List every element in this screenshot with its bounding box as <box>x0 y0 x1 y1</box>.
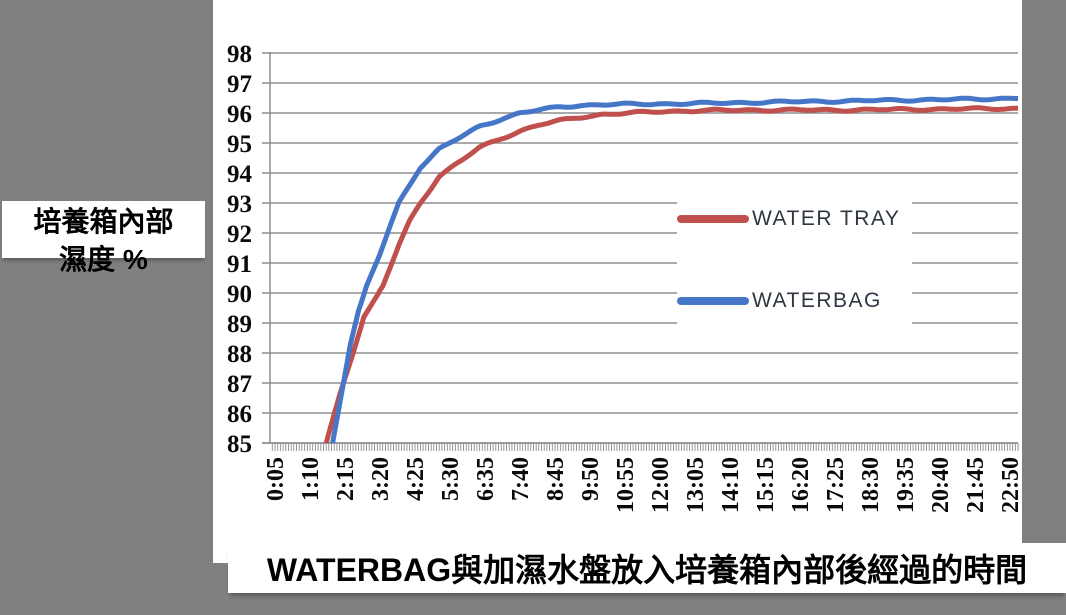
y-axis-label-box <box>2 201 205 258</box>
legend: WATER TRAY WATERBAG <box>677 178 912 336</box>
y-tick-label: 86 <box>227 401 252 428</box>
x-tick-label: 7:40 <box>508 457 534 501</box>
x-tick-label: 16:20 <box>788 457 814 513</box>
series-waterbag-line <box>330 95 1018 443</box>
y-axis-label: 培養箱內部 濕度 % <box>0 203 207 279</box>
legend-item-water-tray: WATER TRAY <box>677 206 912 232</box>
x-tick-label: 0:05 <box>263 457 289 501</box>
y-tick-label: 92 <box>227 221 252 248</box>
x-axis-title-box: WATERBAG與加濕水盤放入培養箱內部後經過的時間 <box>228 543 1066 593</box>
y-tick-label: 95 <box>227 131 252 158</box>
y-axis-label-line2: 濕度 % <box>59 244 148 275</box>
y-axis-label-line1: 培養箱內部 <box>33 206 174 237</box>
x-tick-label: 18:30 <box>858 457 884 513</box>
x-tick-label: 5:30 <box>438 457 464 501</box>
x-tick-label: 14:10 <box>718 457 744 513</box>
x-tick-label: 1:10 <box>298 457 324 501</box>
x-tick-label: 12:00 <box>648 457 674 513</box>
legend-label-water-tray: WATER TRAY <box>752 207 901 230</box>
x-tick-label: 4:25 <box>403 457 429 501</box>
y-tick-label: 90 <box>227 281 252 308</box>
x-tick-label: 22:50 <box>998 457 1024 513</box>
x-tick-label: 19:35 <box>893 457 919 513</box>
x-tick-label: 17:25 <box>823 457 849 513</box>
x-tick-label: 13:05 <box>683 457 709 513</box>
x-tick-label: 20:40 <box>928 457 954 513</box>
waterbag-line-sample <box>677 297 749 305</box>
y-tick-label: 98 <box>227 41 252 68</box>
y-tick-label: 96 <box>227 101 252 128</box>
y-tick-label: 88 <box>227 341 252 368</box>
x-axis-title: WATERBAG與加濕水盤放入培養箱內部後經過的時間 <box>266 552 1028 588</box>
x-tick-label: 15:15 <box>753 457 779 513</box>
y-tick-label: 91 <box>227 251 252 278</box>
x-tick-label: 8:45 <box>543 457 569 501</box>
y-tick-label: 89 <box>227 311 252 338</box>
x-tick-label: 2:15 <box>333 457 359 501</box>
y-tick-label: 97 <box>227 71 252 98</box>
x-tick-label: 21:45 <box>963 457 989 513</box>
x-tick-label: 6:35 <box>473 457 499 501</box>
legend-item-waterbag: WATERBAG <box>677 288 912 314</box>
series-water-tray-line <box>323 105 1018 443</box>
y-tick-label: 94 <box>227 161 253 188</box>
y-tick-label: 85 <box>227 431 252 458</box>
x-tick-label: 10:55 <box>613 457 639 513</box>
y-tick-label: 87 <box>227 371 252 398</box>
x-tick-label: 9:50 <box>578 457 604 501</box>
legend-label-waterbag: WATERBAG <box>752 289 882 312</box>
x-tick-label: 3:20 <box>368 457 394 501</box>
water-tray-line-sample <box>677 215 749 223</box>
y-tick-label: 93 <box>227 191 252 218</box>
